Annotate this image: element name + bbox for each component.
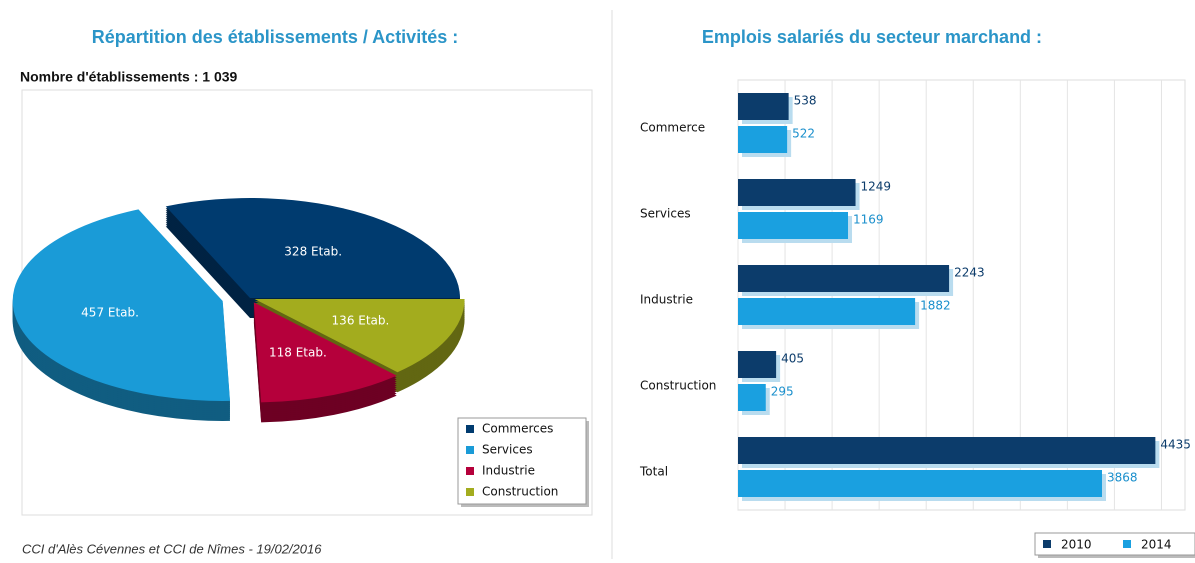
bar-value-label: 4435 [1160,438,1191,452]
legend-label: Industrie [482,464,535,478]
y-tick-label: Industrie [640,293,693,307]
bar-title: Emplois salariés du secteur marchand : [702,27,1042,47]
y-tick-label: Services [640,207,691,221]
pie-slice [253,302,397,403]
bar-value-label: 1249 [861,180,892,194]
bar-value-label: 1882 [920,299,951,313]
bar-value-label: 538 [794,94,817,108]
bar [738,126,788,153]
legend-label: Commerces [482,422,553,436]
legend-label: 2014 [1141,538,1172,552]
bar-value-label: 522 [792,127,815,141]
bar-value-label: 2243 [954,266,985,280]
y-tick-label: Construction [640,379,716,393]
bar-value-label: 3868 [1107,471,1138,485]
pie-slice [12,209,230,401]
pie-slice [165,197,460,298]
legend-label: Services [482,443,533,457]
pie-value-label: 118 Etab. [269,346,327,360]
bar [738,93,789,120]
bar [738,265,950,292]
legend-swatch [466,488,474,496]
bar [738,437,1156,464]
bar-value-label: 405 [781,352,804,366]
y-tick-label: Commerce [640,121,705,135]
bar-value-label: 295 [771,385,794,399]
pie-title: Répartition des établissements / Activit… [92,27,458,47]
legend-label: 2010 [1061,538,1092,552]
legend [457,417,587,505]
pie-value-label: 328 Etab. [284,244,342,258]
pie-subtitle: Nombre d'établissements : 1 039 [20,69,238,85]
bar [738,470,1102,497]
legend-swatch [466,446,474,454]
bar [738,179,856,206]
legend-swatch [1043,540,1051,548]
bar [738,212,849,239]
legend-label: Construction [482,485,558,499]
bar-value-label: 1169 [853,213,884,227]
legend-swatch [1123,540,1131,548]
legend [1034,532,1195,556]
bar [738,384,766,411]
bar [738,298,916,325]
legend-swatch [466,425,474,433]
legend-swatch [466,467,474,475]
pie-slice [254,298,465,373]
bar [738,351,777,378]
pie-value-label: 457 Etab. [81,306,139,320]
source: CCI d'Alès Cévennes et CCI de Nîmes - 19… [22,541,322,556]
pie-value-label: 136 Etab. [332,313,390,327]
y-tick-label: Total [639,465,668,479]
